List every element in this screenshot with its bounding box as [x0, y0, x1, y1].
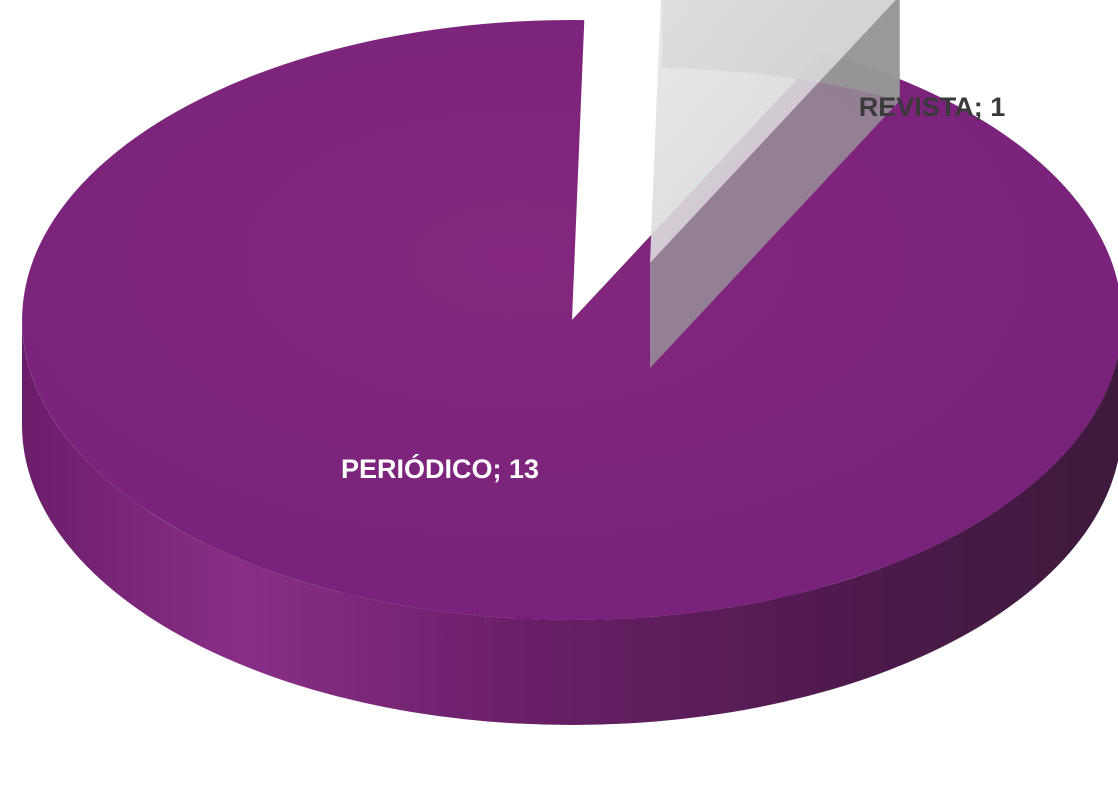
data-label-revista: REVISTA; 1 — [859, 92, 1006, 122]
slice-revista-cut-wall — [650, 0, 900, 368]
slice-periodico — [22, 20, 1118, 620]
data-label-periodico: PERIÓDICO; 13 — [341, 453, 539, 484]
slice-revista-group — [650, 0, 900, 368]
slice-revista — [650, 0, 896, 263]
slice-periodico-rim — [22, 320, 1118, 725]
